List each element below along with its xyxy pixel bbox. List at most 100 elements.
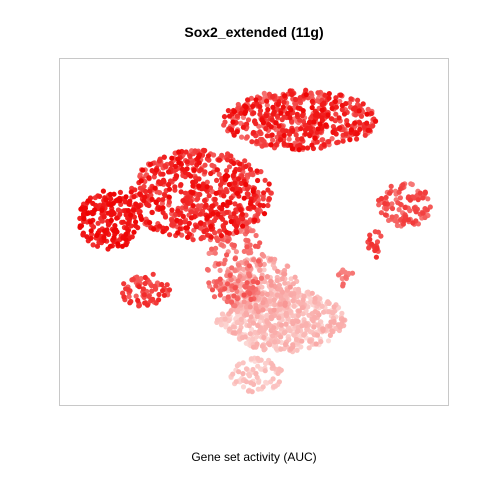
cell-point	[202, 197, 208, 204]
cell-point	[101, 234, 107, 241]
cell-point	[277, 301, 283, 307]
cell-point	[147, 220, 153, 226]
cell-point	[311, 119, 317, 125]
cell-point	[259, 343, 265, 349]
cell-point	[367, 232, 373, 238]
cell-point	[290, 320, 296, 327]
cell-point	[264, 319, 270, 325]
cell-point	[240, 360, 246, 366]
cell-point	[175, 208, 181, 214]
cell-point	[354, 136, 360, 142]
cell-point	[325, 112, 331, 118]
cell-point	[101, 228, 107, 234]
cell-point	[152, 185, 158, 191]
cell-point	[108, 202, 114, 208]
cell-point	[227, 214, 234, 220]
cell-point	[303, 321, 309, 327]
cell-point	[146, 293, 152, 299]
cell-point	[219, 242, 225, 248]
cell-point	[195, 195, 201, 202]
cell-point	[326, 95, 332, 101]
cell-point	[336, 272, 342, 278]
cell-point	[274, 113, 281, 119]
cell-point	[422, 214, 428, 221]
cell-point	[234, 308, 241, 315]
cell-point	[261, 211, 268, 217]
cell-point	[273, 120, 279, 126]
plot-frame	[59, 58, 449, 406]
cell-point	[308, 90, 314, 96]
cell-point	[132, 223, 138, 229]
cell-point	[196, 191, 203, 198]
cell-point	[255, 363, 261, 369]
cell-point	[247, 304, 253, 310]
cell-point	[147, 188, 153, 194]
cell-point	[125, 221, 131, 227]
cell-point	[106, 221, 112, 227]
cell-point	[407, 197, 413, 203]
cell-point	[319, 115, 325, 121]
cell-point	[112, 223, 118, 229]
cell-point	[147, 161, 154, 167]
cell-point	[164, 225, 170, 231]
cell-point	[190, 203, 196, 209]
cell-point	[208, 234, 214, 240]
cell-point	[271, 384, 277, 390]
cell-point	[87, 219, 94, 225]
cell-point	[179, 166, 185, 172]
cell-point	[255, 355, 261, 361]
cell-point	[182, 190, 189, 196]
cell-point	[282, 341, 289, 348]
cell-point	[341, 111, 348, 117]
cell-point	[149, 209, 155, 215]
cell-point	[295, 286, 301, 292]
cell-point	[295, 312, 301, 318]
cell-point	[271, 307, 277, 313]
cell-point	[238, 316, 244, 322]
cell-point	[348, 127, 355, 133]
cell-point	[231, 132, 237, 138]
cell-point	[315, 322, 321, 328]
cell-point	[95, 220, 101, 226]
cell-point	[290, 281, 296, 287]
cell-point	[191, 167, 197, 173]
cell-point	[261, 142, 268, 148]
cell-point	[117, 189, 123, 195]
cell-point	[212, 230, 218, 236]
cell-point	[264, 274, 270, 280]
cell-point	[350, 106, 357, 112]
cell-point	[244, 224, 250, 230]
cell-point	[265, 202, 271, 209]
cell-point	[174, 173, 180, 179]
cell-point	[307, 299, 314, 305]
cell-point	[329, 105, 335, 111]
cell-point	[298, 126, 304, 132]
cell-point	[248, 296, 254, 302]
cell-point	[279, 276, 285, 282]
cell-point	[206, 280, 212, 286]
cell-point	[78, 206, 84, 212]
cell-point	[221, 114, 228, 120]
cell-point	[121, 294, 127, 300]
cell-point	[232, 180, 238, 186]
cell-point	[245, 117, 252, 123]
cell-point	[190, 190, 196, 196]
cell-point	[364, 111, 370, 117]
cell-point	[94, 243, 101, 249]
cell-point	[172, 163, 179, 169]
cell-point	[278, 334, 284, 340]
cell-point	[292, 274, 298, 280]
cell-point	[301, 332, 307, 338]
cell-point	[133, 201, 139, 207]
cell-point	[355, 97, 361, 103]
cell-point	[255, 322, 261, 329]
cell-point	[278, 367, 284, 373]
cell-point	[263, 113, 269, 119]
cell-point	[190, 237, 196, 243]
cell-point	[243, 221, 250, 227]
cell-point	[283, 128, 289, 134]
cell-point	[326, 139, 332, 145]
cell-point	[282, 280, 288, 286]
cell-point	[326, 91, 332, 97]
